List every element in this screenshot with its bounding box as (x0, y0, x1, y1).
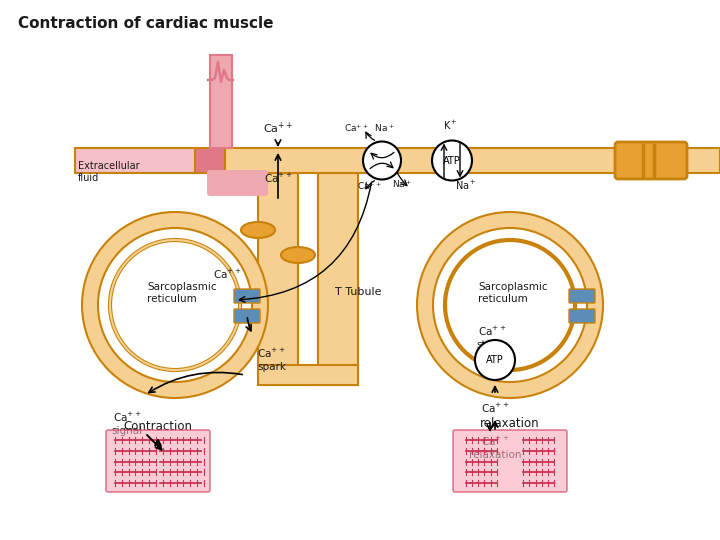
Text: Ca$^{++}$
stores: Ca$^{++}$ stores (476, 325, 508, 350)
Ellipse shape (241, 222, 275, 238)
Bar (258, 365, 358, 385)
Circle shape (475, 340, 515, 380)
Text: relaxation: relaxation (480, 417, 540, 430)
FancyBboxPatch shape (453, 430, 567, 492)
Text: Ca$^{++}$
signal: Ca$^{++}$ signal (112, 411, 143, 436)
Text: ATP: ATP (443, 156, 461, 165)
Text: Sarcoplasmic
reticulum: Sarcoplasmic reticulum (147, 282, 217, 304)
Text: T Tubule: T Tubule (335, 287, 382, 297)
FancyBboxPatch shape (569, 309, 595, 323)
Text: Ca$^{++}$
relaxation: Ca$^{++}$ relaxation (469, 435, 521, 460)
Circle shape (432, 140, 472, 180)
Text: Ca$^{++}$: Ca$^{++}$ (264, 172, 292, 185)
FancyBboxPatch shape (569, 289, 595, 303)
Bar (210, 55, 232, 148)
Text: Ca$^{++}$  Na$^+$: Ca$^{++}$ Na$^+$ (344, 123, 395, 134)
FancyBboxPatch shape (234, 289, 260, 303)
Bar (318, 173, 358, 385)
Text: Na$^+$: Na$^+$ (392, 179, 412, 191)
Ellipse shape (281, 247, 315, 263)
Bar (258, 173, 298, 375)
Text: Ca$^{++}$: Ca$^{++}$ (212, 268, 241, 281)
FancyBboxPatch shape (234, 309, 260, 323)
FancyBboxPatch shape (106, 430, 210, 492)
Text: Contraction: Contraction (124, 420, 192, 433)
Text: Ca$^{++}$: Ca$^{++}$ (481, 402, 509, 415)
Text: Ca$^{++}$: Ca$^{++}$ (263, 121, 293, 136)
Bar (195, 148, 225, 173)
Text: Extracellular
fluid: Extracellular fluid (78, 161, 140, 183)
Bar (75, 148, 195, 173)
Text: Na$^+$: Na$^+$ (455, 179, 477, 192)
Text: ATP: ATP (486, 355, 504, 365)
Circle shape (363, 141, 401, 179)
Text: Sarcoplasmic
reticulum: Sarcoplasmic reticulum (478, 282, 548, 304)
FancyBboxPatch shape (207, 170, 268, 196)
Text: Ca$^{++}$
spark: Ca$^{++}$ spark (257, 347, 286, 372)
Text: Ca$^{++}$: Ca$^{++}$ (358, 181, 382, 192)
Bar (225, 148, 720, 173)
FancyBboxPatch shape (615, 142, 687, 179)
Text: K$^+$: K$^+$ (443, 119, 457, 132)
Text: Contraction of cardiac muscle: Contraction of cardiac muscle (18, 16, 274, 31)
